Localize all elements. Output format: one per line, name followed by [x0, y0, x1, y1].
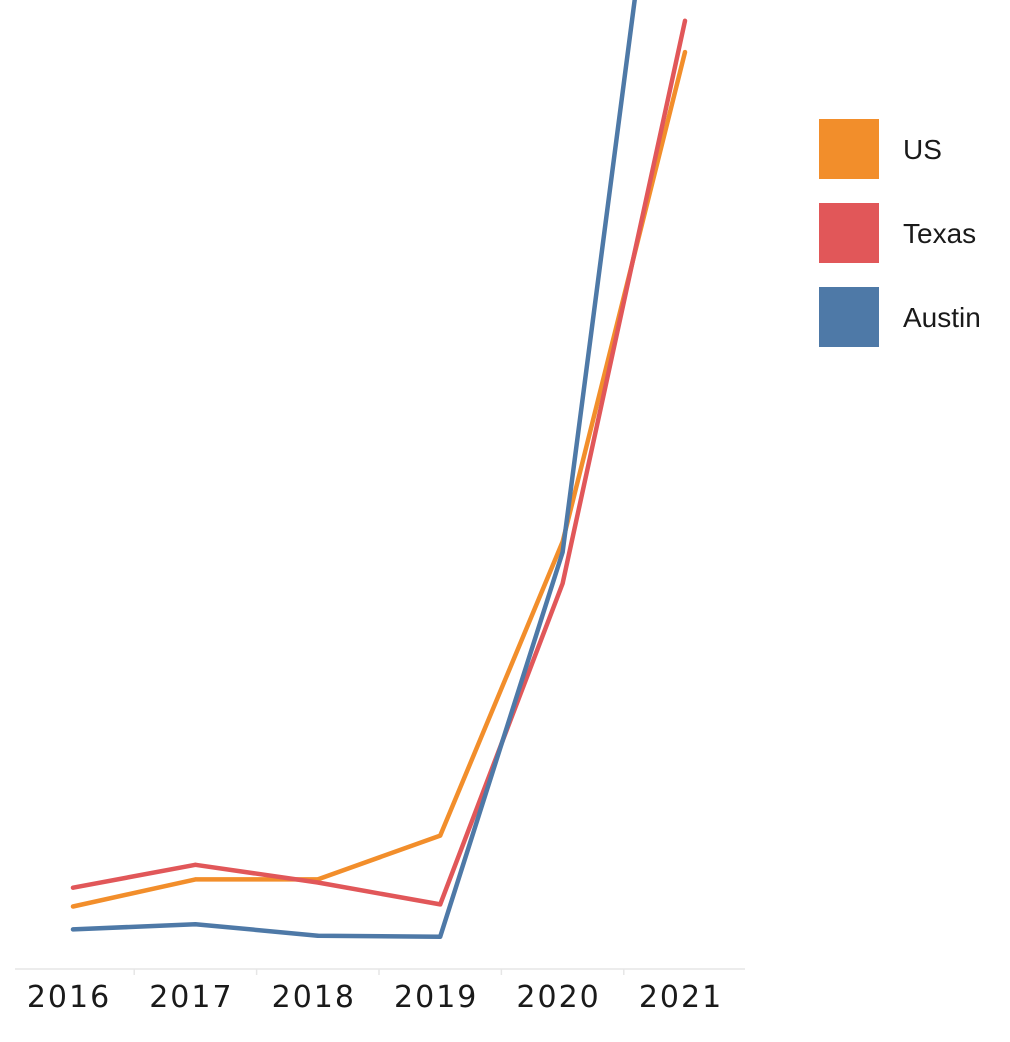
data-point-us-2016: [71, 904, 75, 909]
data-point-us-2019: [438, 833, 443, 838]
legend-swatch-texas: [819, 203, 879, 263]
data-point-texas-2021: [683, 18, 687, 23]
data-point-austin-2020: [560, 550, 565, 555]
legend-swatch-us: [819, 119, 879, 179]
legend-swatch-austin: [819, 287, 879, 347]
x-tick-label-2017: 2017: [149, 980, 233, 1015]
legend: US Texas Austin: [819, 119, 981, 347]
data-point-texas-2017: [193, 862, 198, 867]
data-point-texas-2016: [71, 885, 75, 890]
x-tick-label-2016: 2016: [27, 980, 111, 1015]
x-tick-label-2019: 2019: [394, 980, 478, 1015]
data-point-austin-2017: [193, 922, 198, 927]
data-point-texas-2018: [315, 880, 320, 885]
series-line-texas: [70, 18, 688, 907]
legend-label-austin: Austin: [903, 302, 981, 333]
data-point-austin-2019: [438, 934, 443, 939]
x-tick-label-2021: 2021: [639, 980, 723, 1015]
series-line-austin: [70, 0, 637, 939]
legend-label-us: US: [903, 134, 942, 165]
series-line-us: [70, 49, 688, 909]
data-point-us-2017: [193, 877, 198, 882]
x-tick-label-2020: 2020: [516, 980, 600, 1015]
x-tick-label-2018: 2018: [272, 980, 356, 1015]
data-point-texas-2019: [438, 902, 443, 907]
data-point-us-2021: [683, 50, 687, 55]
x-axis-ticks: 2016 2017 2018 2019 2020 2021: [27, 969, 723, 1015]
series-lines: [70, 0, 688, 939]
data-point-texas-2020: [560, 581, 565, 586]
data-point-austin-2018: [315, 933, 320, 938]
data-point-austin-2016: [71, 927, 75, 932]
legend-label-texas: Texas: [903, 218, 976, 249]
